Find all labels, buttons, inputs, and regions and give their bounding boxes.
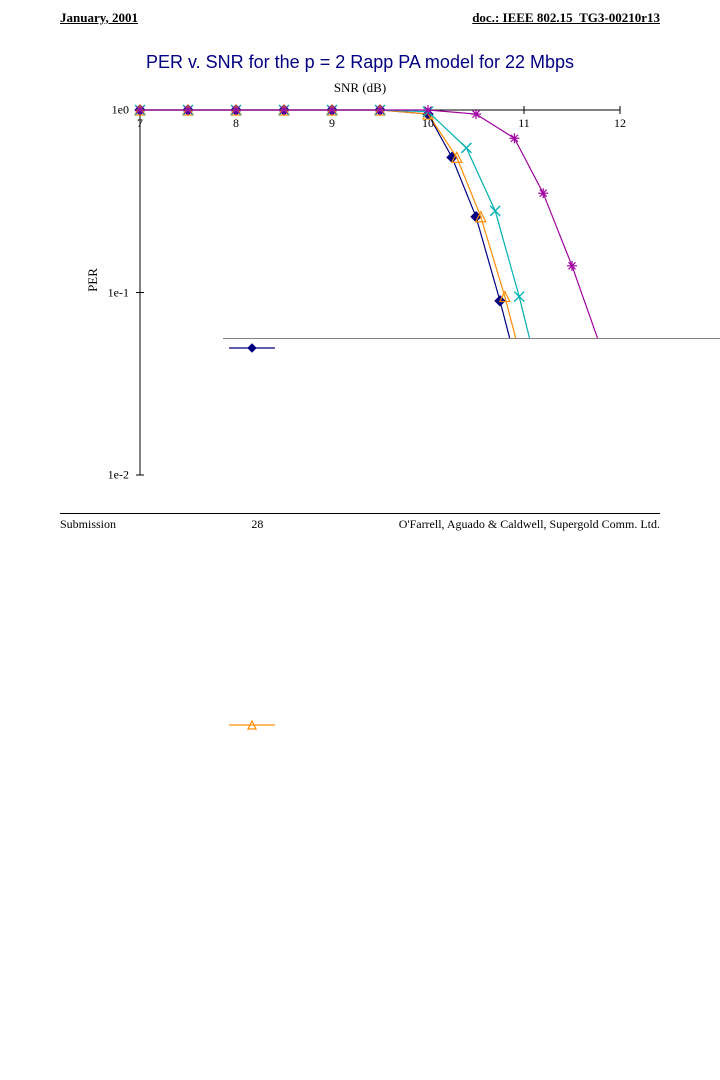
header-right: doc.: IEEE 802.15_TG3-00210r13 <box>472 10 660 26</box>
x-tick-label: 11 <box>518 116 530 131</box>
page-footer: Submission 28 O'Farrell, Aguado & Caldwe… <box>60 513 660 532</box>
x-axis-title: SNR (dB) <box>80 80 640 96</box>
header-left: January, 2001 <box>60 10 138 26</box>
x-tick-label: 7 <box>137 116 143 131</box>
x-tick-label: 8 <box>233 116 239 131</box>
chart-legend: PER - p=2 - OBO= 16dBPER - p=2 - OBO= 11… <box>223 338 720 1080</box>
x-tick-label: 12 <box>614 116 626 131</box>
chart-title: PER v. SNR for the p = 2 Rapp PA model f… <box>0 52 720 73</box>
footer-left: Submission <box>60 517 116 532</box>
y-tick-label: 1e-2 <box>108 468 129 483</box>
x-tick-label: 9 <box>329 116 335 131</box>
plot-area: 7891011121e01e-11e-2PER - p=2 - OBO= 16d… <box>135 105 625 480</box>
y-tick-label: 1e0 <box>112 103 129 118</box>
y-tick-label: 1e-1 <box>108 285 129 300</box>
y-axis-title: PER <box>80 80 105 480</box>
x-tick-label: 10 <box>422 116 434 131</box>
chart-container: SNR (dB) PER 7891011121e01e-11e-2PER - p… <box>80 80 640 480</box>
page-header: January, 2001 doc.: IEEE 802.15_TG3-0021… <box>60 10 660 26</box>
footer-center: 28 <box>251 517 263 532</box>
footer-right: O'Farrell, Aguado & Caldwell, Supergold … <box>399 517 660 532</box>
